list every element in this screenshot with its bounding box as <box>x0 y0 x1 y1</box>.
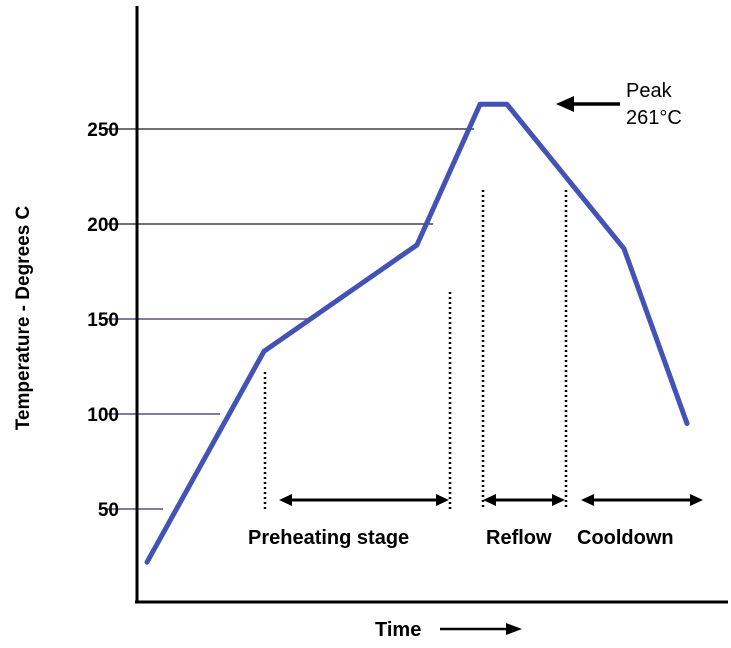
series-line-temperature <box>144 101 690 565</box>
peak-annotation-value: 261°C <box>626 107 682 129</box>
stage-boundary-lines <box>263 190 568 510</box>
stage-label-preheating: Preheating stage <box>248 527 409 549</box>
peak-annotation-arrow <box>556 96 620 112</box>
stage-arrow-3 <box>581 494 703 506</box>
y-tick-label-200: 200 <box>87 215 119 236</box>
y-tick-label-250: 250 <box>87 120 119 141</box>
stage-label-reflow: Reflow <box>486 527 552 549</box>
stage-arrows <box>279 494 703 506</box>
x-axis-label: Time <box>375 619 421 641</box>
reference-lines <box>105 128 474 510</box>
y-tick-label-100: 100 <box>87 405 119 426</box>
y-axis-label: Temperature - Degrees C <box>13 205 34 430</box>
stage-arrow-1 <box>279 494 449 506</box>
y-tick-label-50: 50 <box>98 500 119 521</box>
x-axis-arrow <box>440 623 522 635</box>
stage-label-cooldown: Cooldown <box>577 527 674 549</box>
y-tick-label-150: 150 <box>87 310 119 331</box>
stage-arrow-2 <box>483 494 565 506</box>
peak-annotation-label: Peak <box>626 80 673 102</box>
y-tick-labels: 50 100 150 200 250 <box>87 120 119 521</box>
